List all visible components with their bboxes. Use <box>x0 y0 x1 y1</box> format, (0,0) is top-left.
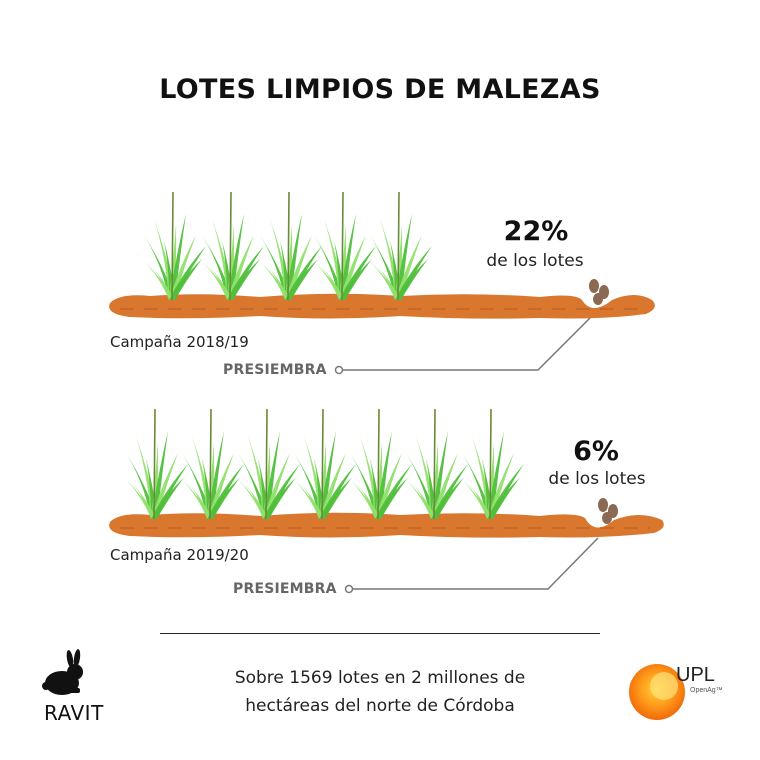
grass-tuft <box>172 408 244 520</box>
footer-text: Sobre 1569 lotes en 2 millones de hectár… <box>200 664 560 720</box>
grass-tuft <box>452 408 524 520</box>
grass-tuft <box>340 408 412 520</box>
seeds-icon-2 <box>598 498 618 524</box>
upl-logo-icon <box>629 664 685 720</box>
page-title: LOTES LIMPIOS DE MALEZAS <box>159 74 601 105</box>
grass-row-1 <box>134 191 432 301</box>
leader-line-2 <box>344 537 599 594</box>
grass-tuft <box>284 408 356 520</box>
seeds-icon-1 <box>589 279 609 305</box>
upl-logo-text: UPL <box>676 664 715 686</box>
grass-tuft <box>360 191 432 301</box>
percent-value-1: 22% <box>503 216 569 247</box>
footer-line-1: Sobre 1569 lotes en 2 millones de <box>234 668 526 688</box>
grass-tuft <box>228 408 300 520</box>
percent-value-2: 6% <box>573 436 619 467</box>
upl-logo-subtext: OpenAg™ <box>690 687 723 694</box>
grass-row-2 <box>116 408 524 520</box>
soil-strip-1 <box>109 293 655 319</box>
stage-label-1: PRESIEMBRA <box>223 362 327 378</box>
grass-tuft <box>250 191 322 301</box>
ravit-logo-text: RAVIT <box>44 701 104 725</box>
soil-strip-2 <box>109 512 664 538</box>
grass-tuft <box>192 191 264 301</box>
percent-label-1: de los lotes <box>486 251 584 271</box>
leader-line-1 <box>334 317 591 375</box>
grass-tuft <box>116 408 188 520</box>
grass-tuft <box>134 191 206 301</box>
campaign-label-2: Campaña 2019/20 <box>110 546 249 564</box>
campaign-label-1: Campaña 2018/19 <box>110 333 249 351</box>
rabbit-icon <box>42 649 83 695</box>
footer-line-2: hectáreas del norte de Córdoba <box>245 696 515 716</box>
grass-tuft <box>396 408 468 520</box>
percent-label-2: de los lotes <box>548 469 646 489</box>
stage-label-2: PRESIEMBRA <box>233 581 337 597</box>
grass-tuft <box>304 191 376 301</box>
divider <box>160 633 600 634</box>
